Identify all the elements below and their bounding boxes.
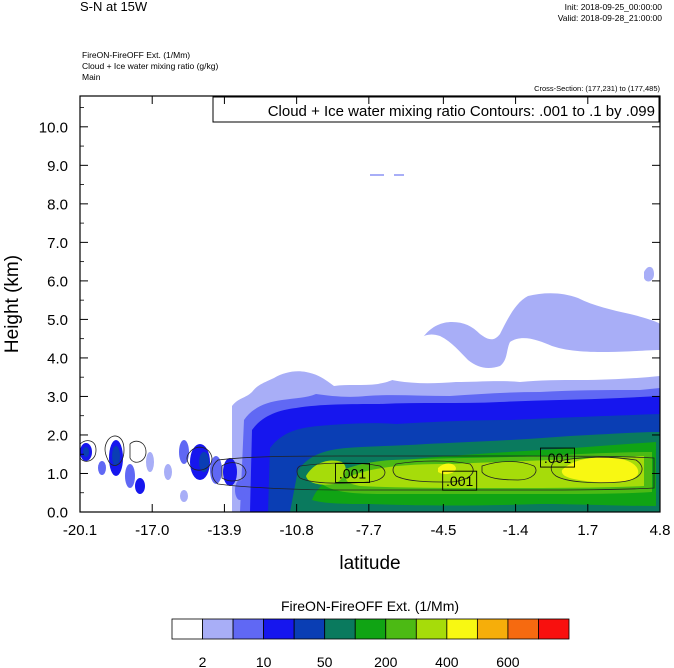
contour-main bbox=[211, 455, 655, 491]
contour-label-box bbox=[442, 470, 478, 491]
contour-label-box bbox=[335, 463, 370, 483]
contour-info-text: Cloud + Ice water mixing ratio Contours:… bbox=[268, 103, 655, 120]
x-tick-label: 1.7 bbox=[577, 522, 598, 539]
contour-info-box: Cloud + Ice water mixing ratio Contours:… bbox=[212, 96, 660, 123]
plot-frame bbox=[79, 95, 661, 513]
contour-inner-3 bbox=[481, 461, 537, 481]
colorbar-title: FireON-FireOFF Ext. (1/Mm) bbox=[281, 598, 459, 614]
field-label: FireON-FireOFF Ext. (1/Mm) bbox=[82, 50, 190, 60]
colorbar-swatch bbox=[385, 618, 417, 640]
contour-cell-3 bbox=[129, 440, 147, 463]
contour-cell-2 bbox=[104, 435, 125, 466]
colorbar: 2 10 50 200 400 600 bbox=[171, 618, 570, 668]
colorbar-label: 50 bbox=[317, 654, 333, 668]
x-axis: -20.1 -17.0 -13.9 -10.8 -7.7 -4.5 -1.4 1.7 4.8 bbox=[63, 96, 671, 539]
contour-field-label: Cloud + Ice water mixing ratio (g/kg) bbox=[82, 61, 218, 71]
y-tick-label: 3.0 bbox=[47, 389, 68, 406]
x-tick-label: -1.4 bbox=[503, 522, 529, 539]
colorbar-swatch bbox=[354, 618, 387, 640]
colorbar-swatch bbox=[171, 618, 203, 640]
cross-section-label: Cross-Section: (177,231) to (177,485) bbox=[534, 84, 660, 93]
shade-cells-left bbox=[80, 440, 245, 502]
contour-label: .001 bbox=[339, 465, 366, 481]
y-tick-label: 6.0 bbox=[47, 273, 68, 290]
contour-cell-1 bbox=[80, 440, 97, 462]
colorbar-label: 10 bbox=[256, 654, 272, 668]
y-tick-label: 2.0 bbox=[47, 427, 68, 444]
y-tick-label: 8.0 bbox=[47, 196, 68, 213]
x-axis-label: latitude bbox=[339, 553, 400, 574]
colorbar-label: 200 bbox=[374, 654, 398, 668]
colorbar-label: 600 bbox=[496, 654, 520, 668]
colorbar-swatch bbox=[415, 618, 448, 640]
contour-label: .001 bbox=[446, 473, 473, 489]
contour-inner-4 bbox=[550, 456, 643, 484]
shade-gap-white bbox=[384, 334, 660, 384]
main-title: S-N at 15W bbox=[80, 0, 148, 14]
colorbar-swatch bbox=[263, 618, 295, 640]
x-tick-label: -20.1 bbox=[63, 522, 97, 539]
y-tick-label: 5.0 bbox=[47, 312, 68, 329]
shade-blob-upper bbox=[370, 174, 384, 176]
colorbar-swatch bbox=[202, 618, 234, 640]
colorbar-swatch bbox=[507, 618, 539, 640]
shade-core-yellow bbox=[561, 457, 639, 483]
contour-label: .001 bbox=[544, 450, 571, 466]
y-tick-label: 9.0 bbox=[47, 158, 68, 175]
heatmap-shading bbox=[80, 174, 660, 512]
valid-time: Valid: 2018-09-28_21:00:00 bbox=[558, 13, 663, 23]
shade-blob-upper-2 bbox=[394, 174, 404, 176]
y-axis: 0.0 1.0 2.0 3.0 4.0 5.0 6.0 7.0 8.0 9.0 10.0 bbox=[39, 107, 660, 522]
domain-label: Main bbox=[82, 72, 101, 82]
contour-inner-2 bbox=[392, 460, 474, 483]
colorbar-swatch bbox=[324, 618, 356, 640]
colorbar-swatch bbox=[232, 618, 265, 640]
y-tick-label: 10.0 bbox=[39, 119, 68, 136]
colorbar-swatch bbox=[293, 618, 326, 640]
init-time: Init: 2018-09-25_00:00:00 bbox=[565, 2, 663, 12]
y-tick-label: 1.0 bbox=[47, 466, 68, 483]
x-tick-label: -7.7 bbox=[356, 522, 382, 539]
y-tick-label: 7.0 bbox=[47, 235, 68, 252]
contour-info-frame bbox=[212, 96, 660, 123]
x-tick-label: -13.9 bbox=[207, 522, 241, 539]
x-tick-label: -4.5 bbox=[430, 522, 456, 539]
contour-label-box bbox=[540, 447, 575, 468]
shade-blob-light-blue bbox=[644, 266, 654, 282]
contour-labels: .001 .001 .001 bbox=[335, 447, 575, 491]
contour-cell-5 bbox=[221, 462, 247, 482]
x-tick-label: -10.8 bbox=[280, 522, 314, 539]
colorbar-swatch bbox=[446, 618, 478, 640]
y-tick-label: 4.0 bbox=[47, 350, 68, 367]
x-tick-label: -17.0 bbox=[135, 522, 169, 539]
colorbar-swatch bbox=[538, 618, 570, 640]
colorbar-label: 2 bbox=[199, 654, 207, 668]
y-axis-label: Height (km) bbox=[2, 255, 23, 353]
contour-cell-4 bbox=[186, 446, 213, 471]
colorbar-label: 400 bbox=[435, 654, 459, 668]
colorbar-swatch bbox=[476, 618, 509, 640]
y-tick-label: 0.0 bbox=[47, 505, 68, 522]
x-tick-label: 4.8 bbox=[650, 522, 671, 539]
